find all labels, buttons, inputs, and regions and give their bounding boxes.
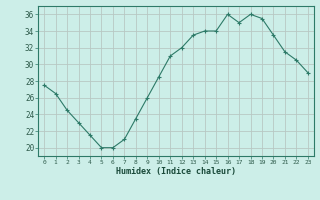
X-axis label: Humidex (Indice chaleur): Humidex (Indice chaleur) xyxy=(116,167,236,176)
